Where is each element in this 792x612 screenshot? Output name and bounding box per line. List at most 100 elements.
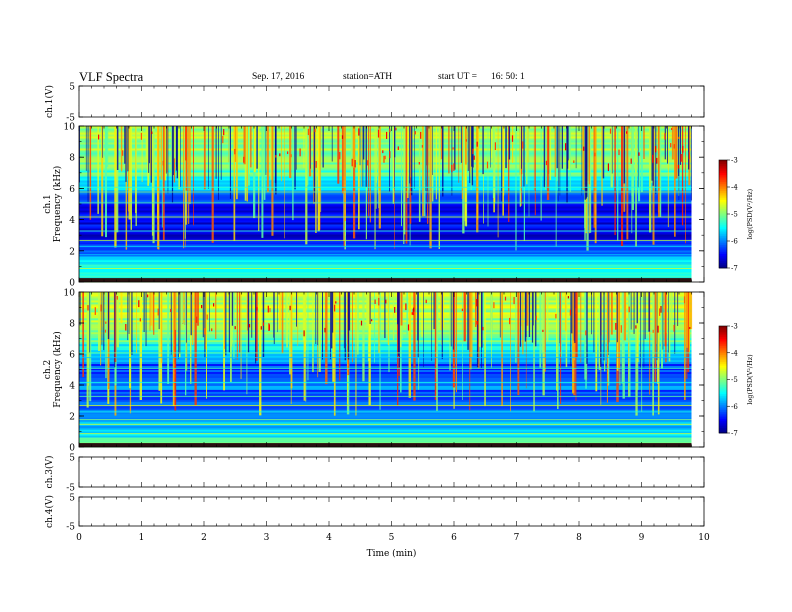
intense-spot — [339, 152, 341, 160]
spectrogram-band — [79, 274, 692, 277]
spectrogram-band — [79, 403, 692, 406]
colorbar-segment — [719, 386, 727, 389]
intense-spot — [324, 327, 326, 333]
sferic-burst — [408, 292, 411, 398]
narrowband-line — [79, 258, 692, 260]
y-tick-label: 2 — [69, 413, 75, 423]
spectrogram-band — [79, 337, 692, 341]
quiet-stripe — [655, 126, 657, 195]
sferic-burst — [97, 126, 99, 214]
colorbar-segment — [719, 179, 727, 182]
sferic-burst — [483, 126, 484, 224]
intense-spot — [671, 128, 673, 130]
quiet-stripe — [218, 126, 219, 200]
sferic-burst — [281, 292, 284, 354]
intense-spot — [414, 131, 416, 135]
sferic-burst — [240, 292, 242, 380]
sferic-burst — [286, 292, 288, 348]
intense-spot — [615, 323, 617, 330]
colorbar-segment — [719, 358, 727, 361]
quiet-stripe — [611, 126, 613, 174]
sferic-burst — [601, 126, 603, 206]
quiet-stripe — [566, 126, 568, 203]
quiet-stripe — [651, 126, 653, 181]
colorbar-segment — [719, 383, 727, 386]
sferic-burst — [641, 292, 643, 412]
y-axis-channel-label: ch.4(V) — [44, 495, 55, 528]
intense-spot — [377, 129, 380, 138]
sferic-burst — [173, 126, 176, 159]
quiet-stripe — [348, 292, 351, 331]
sferic-burst — [305, 126, 308, 245]
spectrogram-band — [79, 260, 692, 263]
intense-spot — [206, 314, 208, 320]
spectrogram-band — [79, 188, 692, 191]
sferic-burst — [236, 292, 238, 360]
colorbar-segment — [719, 199, 727, 202]
quiet-stripe — [310, 126, 311, 169]
quiet-stripe — [586, 292, 588, 364]
sferic-burst — [461, 126, 463, 199]
spectrogram-band — [79, 250, 692, 253]
sferic-burst — [580, 292, 582, 363]
sferic-burst — [128, 126, 131, 220]
intense-spot — [138, 300, 140, 308]
quiet-stripe — [344, 292, 346, 361]
quiet-stripe — [558, 126, 559, 202]
intense-spot — [223, 129, 225, 136]
sferic-burst — [423, 126, 426, 217]
intense-spot — [418, 162, 420, 165]
sferic-burst — [455, 292, 457, 393]
intense-spot — [609, 128, 612, 134]
sferic-burst — [247, 126, 250, 186]
colorbar-segment — [719, 178, 727, 181]
intense-spot — [234, 326, 236, 330]
sferic-burst — [337, 126, 340, 184]
spectrogram-band — [79, 162, 692, 165]
intense-spot — [105, 321, 107, 324]
sferic-burst — [247, 292, 249, 330]
sferic-burst — [250, 126, 252, 168]
intense-spot — [307, 128, 309, 136]
sferic-burst — [224, 292, 225, 349]
quiet-stripe — [165, 126, 167, 174]
intense-spot — [504, 296, 507, 301]
intense-spot — [383, 155, 385, 163]
sferic-burst — [482, 292, 485, 335]
colorbar-segment — [719, 431, 727, 434]
colorbar-segment — [719, 340, 727, 343]
sferic-burst — [649, 126, 652, 233]
quiet-stripe — [570, 292, 572, 367]
colorbar-segment — [719, 266, 727, 269]
quiet-stripe — [600, 292, 602, 367]
sferic-burst — [193, 126, 194, 226]
spectrogram-band — [79, 128, 692, 131]
spectrogram-band — [79, 208, 692, 211]
sferic-burst — [534, 126, 536, 216]
spectrogram-band — [79, 441, 692, 444]
spectrogram-band — [79, 192, 692, 195]
sferic-burst — [554, 126, 556, 177]
sferic-burst — [270, 126, 272, 180]
intense-spot — [688, 152, 690, 159]
colorbar-segment — [719, 395, 727, 398]
sferic-burst — [462, 292, 463, 400]
quiet-stripe — [294, 126, 296, 190]
intense-spot — [394, 307, 396, 313]
quiet-stripe — [472, 126, 474, 168]
sferic-burst — [405, 126, 408, 244]
sferic-burst — [403, 126, 406, 235]
colorbar-segment — [719, 212, 727, 215]
colorbar-segment — [719, 170, 727, 173]
quiet-stripe — [330, 292, 331, 360]
intense-spot — [384, 155, 386, 160]
spectrogram-band — [79, 405, 692, 408]
quiet-stripe — [103, 292, 105, 351]
intense-spot — [476, 299, 478, 307]
sferic-burst — [368, 126, 370, 216]
narrowband-line — [79, 277, 692, 279]
sferic-burst — [152, 292, 154, 331]
sferic-burst — [161, 292, 163, 363]
spectrogram-band — [79, 433, 692, 436]
quiet-stripe — [432, 126, 433, 175]
